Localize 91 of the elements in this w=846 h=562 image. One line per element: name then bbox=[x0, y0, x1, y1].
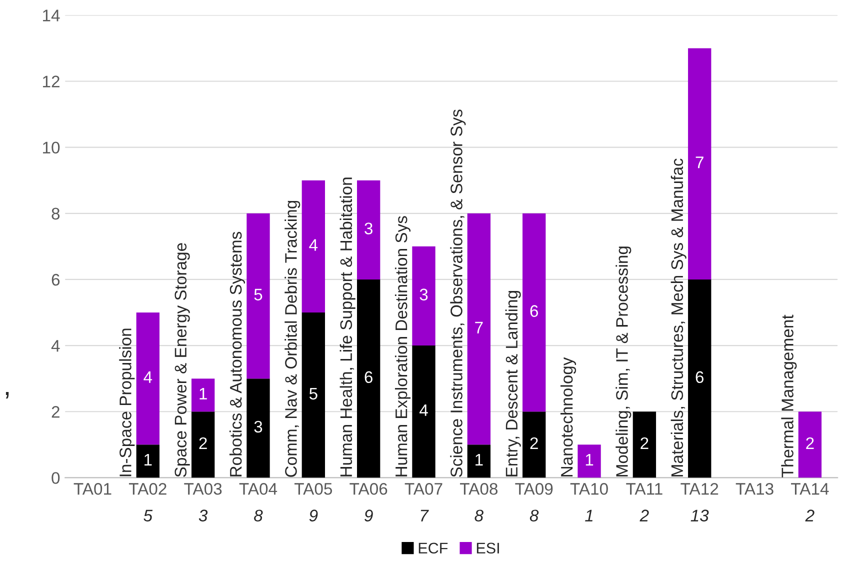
data-label: 5 bbox=[309, 388, 318, 400]
data-label: 7 bbox=[475, 322, 483, 334]
y-tick-label: 2 bbox=[52, 406, 60, 418]
data-label: 1 bbox=[586, 454, 594, 466]
annotation: Materials, Structures, Mech Sys & Manufac bbox=[670, 158, 686, 476]
x-tick-label: TA12 bbox=[680, 483, 718, 495]
total-label: 8 bbox=[530, 510, 539, 522]
y-tick-label: 12 bbox=[43, 76, 60, 88]
legend-label: ECF bbox=[418, 542, 448, 554]
bar bbox=[632, 412, 656, 478]
data-label: 1 bbox=[200, 388, 207, 400]
annotation: Human Health, Life Support & Habitation bbox=[340, 178, 356, 476]
bar bbox=[191, 412, 215, 478]
annotation: Comm, Nav & Orbital Debris Tracking bbox=[284, 200, 300, 477]
annotation: Nanotechnology bbox=[560, 357, 576, 476]
x-tick-label: TA09 bbox=[515, 483, 553, 495]
bar bbox=[136, 444, 160, 478]
data-label: 6 bbox=[364, 371, 372, 384]
x-tick-label: TA01 bbox=[74, 483, 112, 495]
x-tick-label: TA06 bbox=[350, 483, 388, 495]
y-tick-label: 10 bbox=[43, 142, 60, 154]
bar bbox=[522, 213, 546, 412]
x-tick-label: TA11 bbox=[626, 483, 662, 495]
bar bbox=[357, 180, 380, 280]
annotation: Thermal Management bbox=[781, 314, 797, 478]
bar bbox=[246, 378, 270, 478]
bar bbox=[302, 312, 325, 478]
x-tick-label: TA08 bbox=[460, 483, 498, 495]
bar bbox=[136, 312, 160, 445]
text: , bbox=[6, 392, 9, 399]
total-label: 1 bbox=[585, 510, 592, 522]
data-label: 5 bbox=[254, 288, 262, 300]
x-tick-label: TA04 bbox=[239, 483, 278, 495]
legend-label: ESI bbox=[476, 542, 499, 554]
annotation: Science Instruments, Observations, & Sensor Sys bbox=[450, 110, 466, 477]
x-tick-label: TA13 bbox=[736, 483, 774, 495]
bar bbox=[302, 180, 325, 313]
bar bbox=[467, 444, 491, 478]
data-label: 4 bbox=[309, 239, 318, 251]
x-tick-label: TA14 bbox=[791, 483, 829, 495]
total-label: 5 bbox=[144, 510, 153, 522]
y-tick-label: 6 bbox=[52, 274, 60, 286]
data-label: 3 bbox=[364, 222, 372, 234]
annotation: Modeling, Sim, IT & Processing bbox=[616, 246, 632, 476]
bar bbox=[246, 213, 270, 379]
data-label: 4 bbox=[420, 404, 428, 416]
bar bbox=[412, 246, 436, 346]
total-label: 3 bbox=[198, 510, 208, 522]
total-label: 8 bbox=[254, 510, 263, 522]
data-label: 3 bbox=[420, 288, 428, 300]
annotation: Robotics & Autonomous Systems bbox=[229, 232, 245, 476]
data-label: 2 bbox=[199, 437, 207, 449]
total-label: 2 bbox=[640, 510, 649, 522]
data-label: 3 bbox=[254, 420, 262, 433]
data-label: 6 bbox=[530, 305, 538, 317]
bar bbox=[412, 346, 436, 478]
x-tick-label: TA03 bbox=[184, 483, 222, 495]
bar bbox=[798, 412, 822, 478]
annotation: In-Space Propulsion bbox=[119, 328, 135, 476]
total-label: 9 bbox=[364, 510, 373, 522]
y-tick-label: 14 bbox=[43, 10, 60, 22]
annotation: Entry, Descent & Landing bbox=[505, 291, 521, 476]
y-tick-label: 0 bbox=[52, 472, 60, 484]
x-tick-label: TA07 bbox=[404, 483, 442, 495]
bar bbox=[191, 378, 215, 412]
data-label: 1 bbox=[476, 454, 483, 466]
total-label: 7 bbox=[420, 510, 429, 522]
bar bbox=[688, 48, 712, 280]
bar bbox=[467, 213, 491, 445]
data-label: 2 bbox=[640, 437, 648, 449]
bar bbox=[357, 279, 380, 478]
data-label: 6 bbox=[696, 371, 704, 384]
bar bbox=[522, 412, 546, 478]
total-label: 2 bbox=[805, 510, 814, 522]
data-label: 7 bbox=[696, 156, 704, 168]
bar bbox=[578, 444, 601, 478]
y-tick-label: 8 bbox=[52, 208, 60, 220]
x-tick-label: TA05 bbox=[294, 483, 332, 495]
y-tick-label: 4 bbox=[51, 340, 60, 352]
data-label: 2 bbox=[806, 437, 814, 449]
data-label: 1 bbox=[144, 454, 152, 466]
data-label: 4 bbox=[144, 371, 152, 383]
annotation: Human Exploration Destination Sys bbox=[394, 216, 411, 476]
total-label: 13 bbox=[690, 510, 709, 522]
x-tick-label: TA02 bbox=[128, 483, 166, 495]
total-label: 9 bbox=[309, 510, 318, 522]
x-tick-label: TA10 bbox=[570, 483, 608, 495]
annotation: Space Power & Energy Storage bbox=[174, 243, 190, 477]
bar bbox=[688, 279, 712, 478]
data-label: 2 bbox=[530, 437, 538, 449]
total-label: 8 bbox=[474, 510, 484, 522]
